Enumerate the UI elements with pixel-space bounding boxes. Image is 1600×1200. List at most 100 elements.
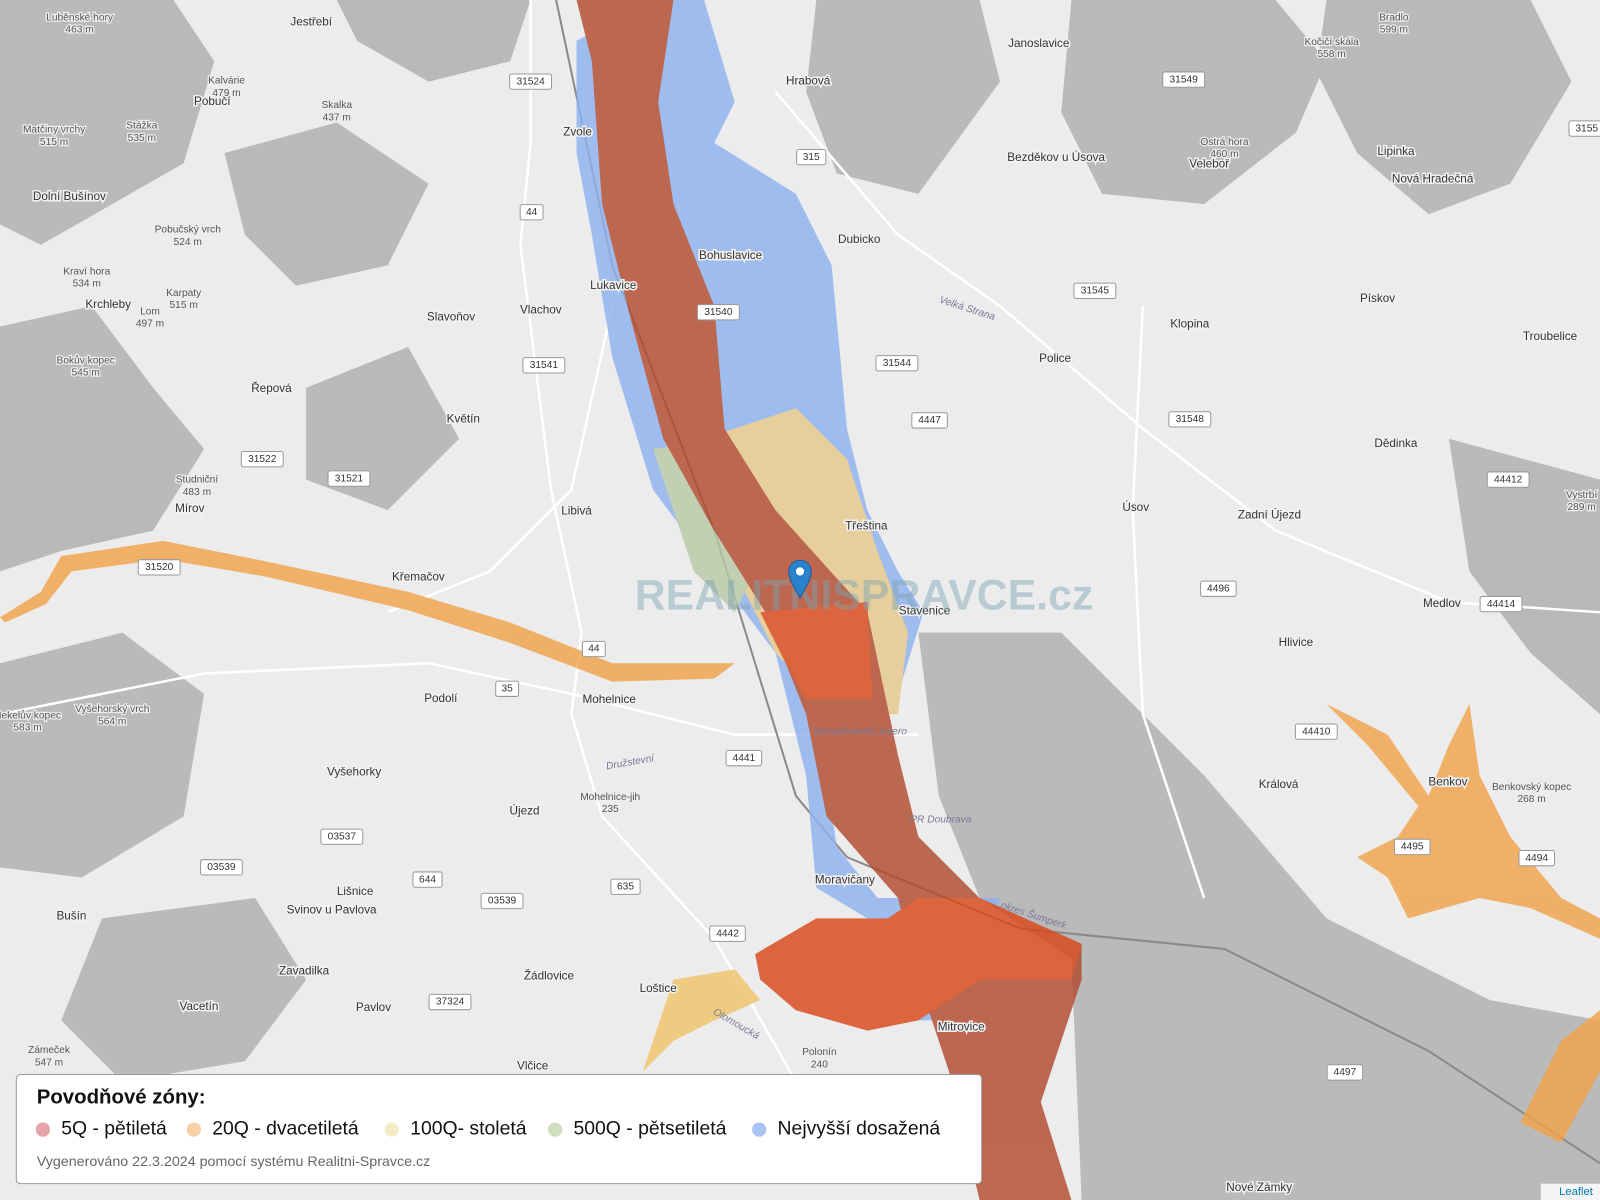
- place-label: Újezd: [510, 804, 540, 817]
- roads: [0, 0, 1600, 1083]
- place-label: Nová Hradečná: [1392, 173, 1474, 186]
- road-number: 4497: [1334, 1067, 1357, 1078]
- place-label: Řepová: [251, 382, 292, 395]
- road-shield: [509, 73, 553, 90]
- place-label: Podolí: [424, 692, 458, 705]
- road-number: 44: [526, 207, 538, 218]
- road-shield: [1568, 120, 1600, 137]
- peak-name: Kočičí skála: [1304, 37, 1359, 48]
- zone-5q-core: [760, 602, 873, 699]
- peak-elevation: 437 m: [323, 112, 351, 123]
- water-label: PR Doubrava: [910, 814, 971, 825]
- road-number: 31545: [1081, 286, 1110, 297]
- peak-name: Karpaty: [166, 288, 202, 299]
- legend-label: 500Q - pětsetiletá: [573, 1118, 726, 1140]
- peak-name: Bokův kopec: [57, 354, 115, 366]
- legend-footer: Vygenerováno 22.3.2024 pomocí systému Re…: [37, 1154, 431, 1170]
- road-number: 03539: [207, 862, 236, 873]
- road-shield: [522, 357, 566, 374]
- legend-box: [15, 1073, 983, 1185]
- peak-name: Luběnské hory: [46, 12, 114, 23]
- place-label: Jestřebí: [290, 16, 332, 29]
- zone-20q-west: [0, 540, 735, 682]
- road-number: 31549: [1170, 74, 1199, 85]
- place-label: Stavenice: [899, 604, 950, 617]
- road-shield: [1168, 411, 1212, 428]
- road-shield: [1200, 580, 1237, 597]
- peak-elevation: 599 m: [1380, 25, 1408, 36]
- peak-elevation: 235: [602, 804, 619, 815]
- legend-swatch: [186, 1122, 202, 1137]
- peak-elevation: 268 m: [1517, 794, 1545, 805]
- legend-items: 5Q - pětiletá 20Q - dvacetiletá 100Q- stol…: [35, 1118, 941, 1140]
- road-number: 4495: [1401, 842, 1424, 853]
- place-label: Úsov: [1122, 501, 1149, 514]
- road-shield: [240, 451, 284, 468]
- legend-label: 5Q - pětiletá: [61, 1118, 167, 1140]
- place-label: Lukavice: [590, 279, 636, 292]
- road-shield: [1326, 1064, 1364, 1081]
- place-label: Moravičany: [815, 874, 875, 887]
- peak-elevation: 524 m: [174, 237, 202, 248]
- marker-dot: [795, 567, 805, 576]
- place-label: Dolní Bušínov: [33, 190, 106, 203]
- legend-label: Nejvyšší dosažená: [778, 1118, 941, 1140]
- peak-name: Hekelův kopec: [0, 709, 61, 721]
- marker-pin[interactable]: [788, 559, 812, 599]
- place-label: Troubelice: [1523, 330, 1577, 343]
- place-label: Lišnice: [337, 885, 373, 898]
- place-label: Bušín: [56, 909, 86, 922]
- place-label: Žádlovice: [524, 970, 574, 983]
- attribution[interactable]: Leaflet: [1559, 1186, 1594, 1198]
- legend-title: Povodňové zóny:: [37, 1086, 206, 1108]
- road-number: 31544: [883, 358, 912, 369]
- road-shield: [137, 559, 181, 576]
- zone-20q-east: [1326, 704, 1600, 939]
- place-label: Vyšehorky: [327, 766, 381, 779]
- peak-elevation: 460 m: [1210, 149, 1238, 160]
- location-marker[interactable]: [788, 559, 812, 599]
- peak-elevation: 534 m: [73, 279, 101, 290]
- road-number: 635: [617, 881, 634, 892]
- road-number: 31522: [248, 454, 277, 465]
- road-number: 31540: [704, 307, 733, 318]
- road-shield: [519, 204, 544, 221]
- peak-name: Vystrbí: [1566, 490, 1597, 501]
- place-label: Mírov: [175, 502, 204, 515]
- peak-name: Kalvárie: [208, 76, 245, 87]
- road-shield: [796, 148, 827, 166]
- watermark: REALITNISPRAVCE.cz: [635, 571, 1094, 619]
- peak-name: Pobučský vrch: [155, 225, 221, 236]
- peak-elevation: 515 m: [40, 137, 68, 148]
- peak-name: Lom: [140, 306, 160, 317]
- road-number: 03539: [488, 896, 517, 907]
- place-label: Květín: [447, 412, 480, 425]
- legend-swatch: [547, 1122, 563, 1137]
- road-number: 644: [419, 874, 436, 885]
- water-label: Moravičanské jezero: [813, 727, 907, 738]
- road-number: 44412: [1494, 474, 1523, 485]
- place-label: Klopina: [1170, 318, 1210, 331]
- peak-elevation: 564 m: [98, 716, 126, 727]
- road-number: 4447: [918, 415, 941, 426]
- road-shield: [696, 304, 740, 321]
- road-shield: [725, 750, 763, 767]
- peak-name: Zámeček: [28, 1045, 71, 1056]
- legend-label: 20Q - dvacetiletá: [212, 1118, 359, 1140]
- legend-swatch: [384, 1122, 399, 1137]
- place-label: Bohuslavice: [699, 249, 762, 262]
- road-shield: [480, 892, 524, 910]
- attribution-box: [1540, 1183, 1600, 1200]
- place-label: Vlčice: [517, 1059, 548, 1072]
- peak-elevation: 583 m: [13, 723, 41, 734]
- place-label: Zavadilka: [279, 964, 330, 977]
- road-number: 37324: [436, 997, 465, 1008]
- peak-elevation: 547 m: [35, 1057, 63, 1068]
- road-shield: [320, 828, 364, 845]
- place-label: Libivá: [561, 504, 592, 517]
- place-label: Nové Zámky: [1226, 1181, 1292, 1194]
- zone-5q-south: [755, 897, 1082, 1031]
